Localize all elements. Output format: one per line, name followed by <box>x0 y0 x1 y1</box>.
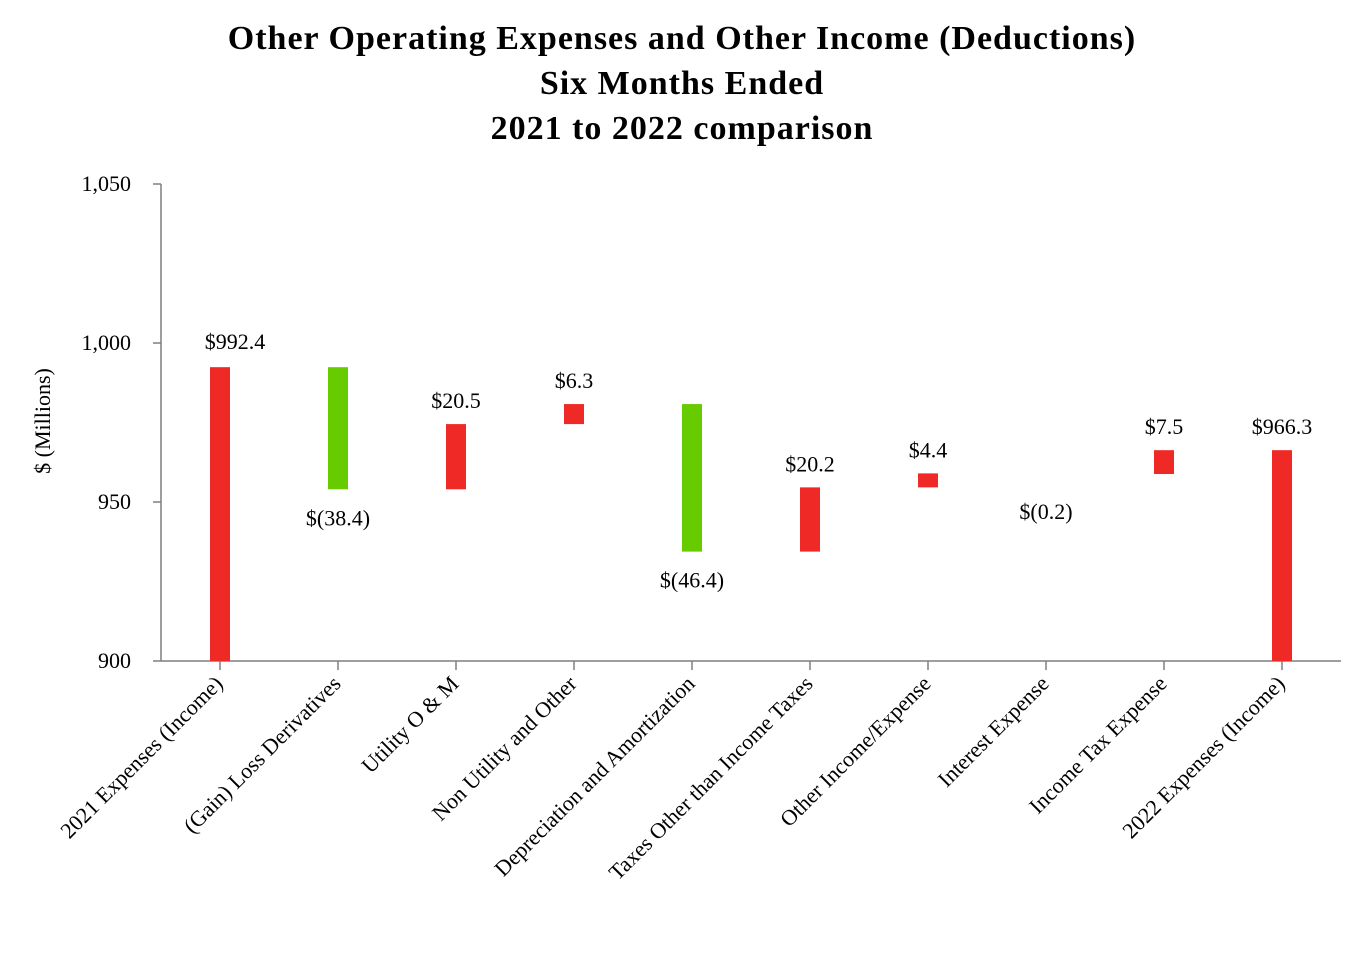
data-label-7: $4.4 <box>909 437 948 462</box>
bar-6 <box>800 487 820 552</box>
x-tick-label: Taxes Other than Income Taxes <box>604 671 818 885</box>
chart-title-line-2: Six Months Ended <box>539 65 825 102</box>
data-label-1: $992.4 <box>205 329 266 354</box>
x-tick-label: Utility O & M <box>356 671 463 778</box>
x-tick-label: Depreciation and Amortization <box>489 671 699 881</box>
bar-7 <box>918 473 938 488</box>
y-axis-label: $ (Millions) <box>30 368 55 474</box>
data-label-8: $(0.2) <box>1019 499 1072 524</box>
chart-title-line-3: 2021 to 2022 comparison <box>490 110 874 147</box>
data-label-2: $(38.4) <box>306 505 370 530</box>
bar-1 <box>210 367 230 661</box>
x-tick-label: Interest Expense <box>933 671 1054 792</box>
chart-title: Other Operating Expenses and Other Incom… <box>0 16 1364 151</box>
data-label-9: $7.5 <box>1145 414 1184 439</box>
bar-2 <box>328 367 348 490</box>
bar-3 <box>446 424 466 490</box>
y-tick-label: 1,050 <box>82 171 132 196</box>
chart-title-line-1: Other Operating Expenses and Other Incom… <box>227 20 1137 57</box>
data-label-10: $966.3 <box>1252 414 1313 439</box>
bar-10 <box>1272 450 1292 661</box>
data-label-5: $(46.4) <box>660 568 724 593</box>
bar-9 <box>1154 450 1174 475</box>
data-label-6: $20.2 <box>785 451 835 476</box>
bar-5 <box>682 404 702 552</box>
y-tick-label: 950 <box>98 489 131 514</box>
bar-4 <box>564 404 584 425</box>
data-label-4: $6.3 <box>555 368 594 393</box>
y-tick-label: 1,000 <box>82 330 132 355</box>
data-label-3: $20.5 <box>431 388 481 413</box>
y-tick-label: 900 <box>98 648 131 673</box>
